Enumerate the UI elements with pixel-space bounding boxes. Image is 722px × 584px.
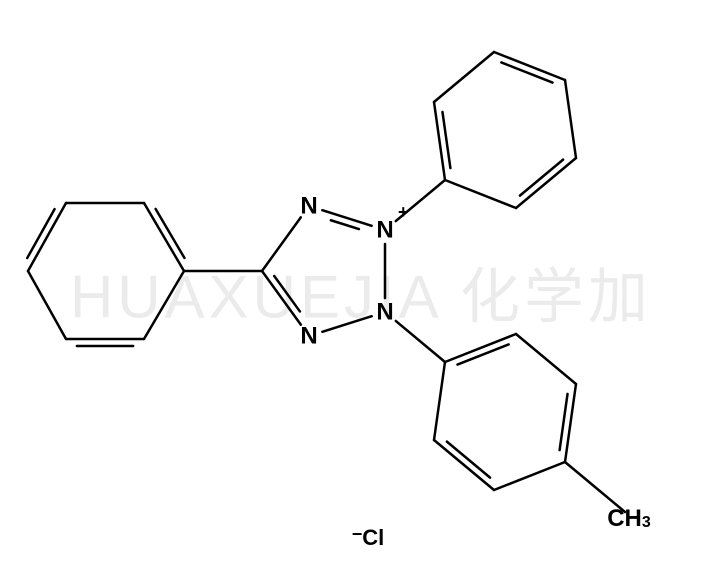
atom-label-N3: N: [376, 299, 393, 326]
bond-line: [322, 316, 371, 332]
bond-line: [156, 209, 185, 258]
bond-line: [262, 271, 301, 325]
atom-label-N2p: N: [376, 217, 393, 244]
atom-label-N1: N: [300, 193, 317, 220]
bond-line: [396, 321, 445, 362]
bond-line: [144, 271, 184, 339]
bond-line: [434, 362, 445, 440]
bond-line: [27, 209, 54, 258]
bond-line: [520, 160, 563, 196]
atom-label-N4: N: [300, 323, 317, 350]
bond-line: [494, 52, 565, 80]
bond-line: [445, 180, 516, 208]
atom-charge-N2p: +: [398, 202, 409, 222]
bond-line: [28, 271, 66, 339]
bond-line: [28, 203, 66, 271]
bond-line: [516, 334, 576, 384]
bond-line: [445, 334, 516, 362]
bond-line: [560, 394, 568, 450]
bond-line: [322, 210, 371, 226]
bond-line: [144, 203, 184, 271]
bond-line: [494, 462, 565, 490]
bond-line: [516, 158, 576, 208]
counterion-label: −Cl: [352, 524, 385, 550]
bond-line: [565, 80, 576, 158]
bond-line: [262, 217, 301, 271]
methyl-label: CH3: [607, 505, 651, 532]
bond-line: [434, 440, 494, 490]
molecule-diagram: NN+NNCH3−Cl: [0, 0, 722, 584]
bond-line: [442, 112, 450, 168]
bond-line: [434, 52, 494, 102]
bond-line: [447, 442, 490, 478]
